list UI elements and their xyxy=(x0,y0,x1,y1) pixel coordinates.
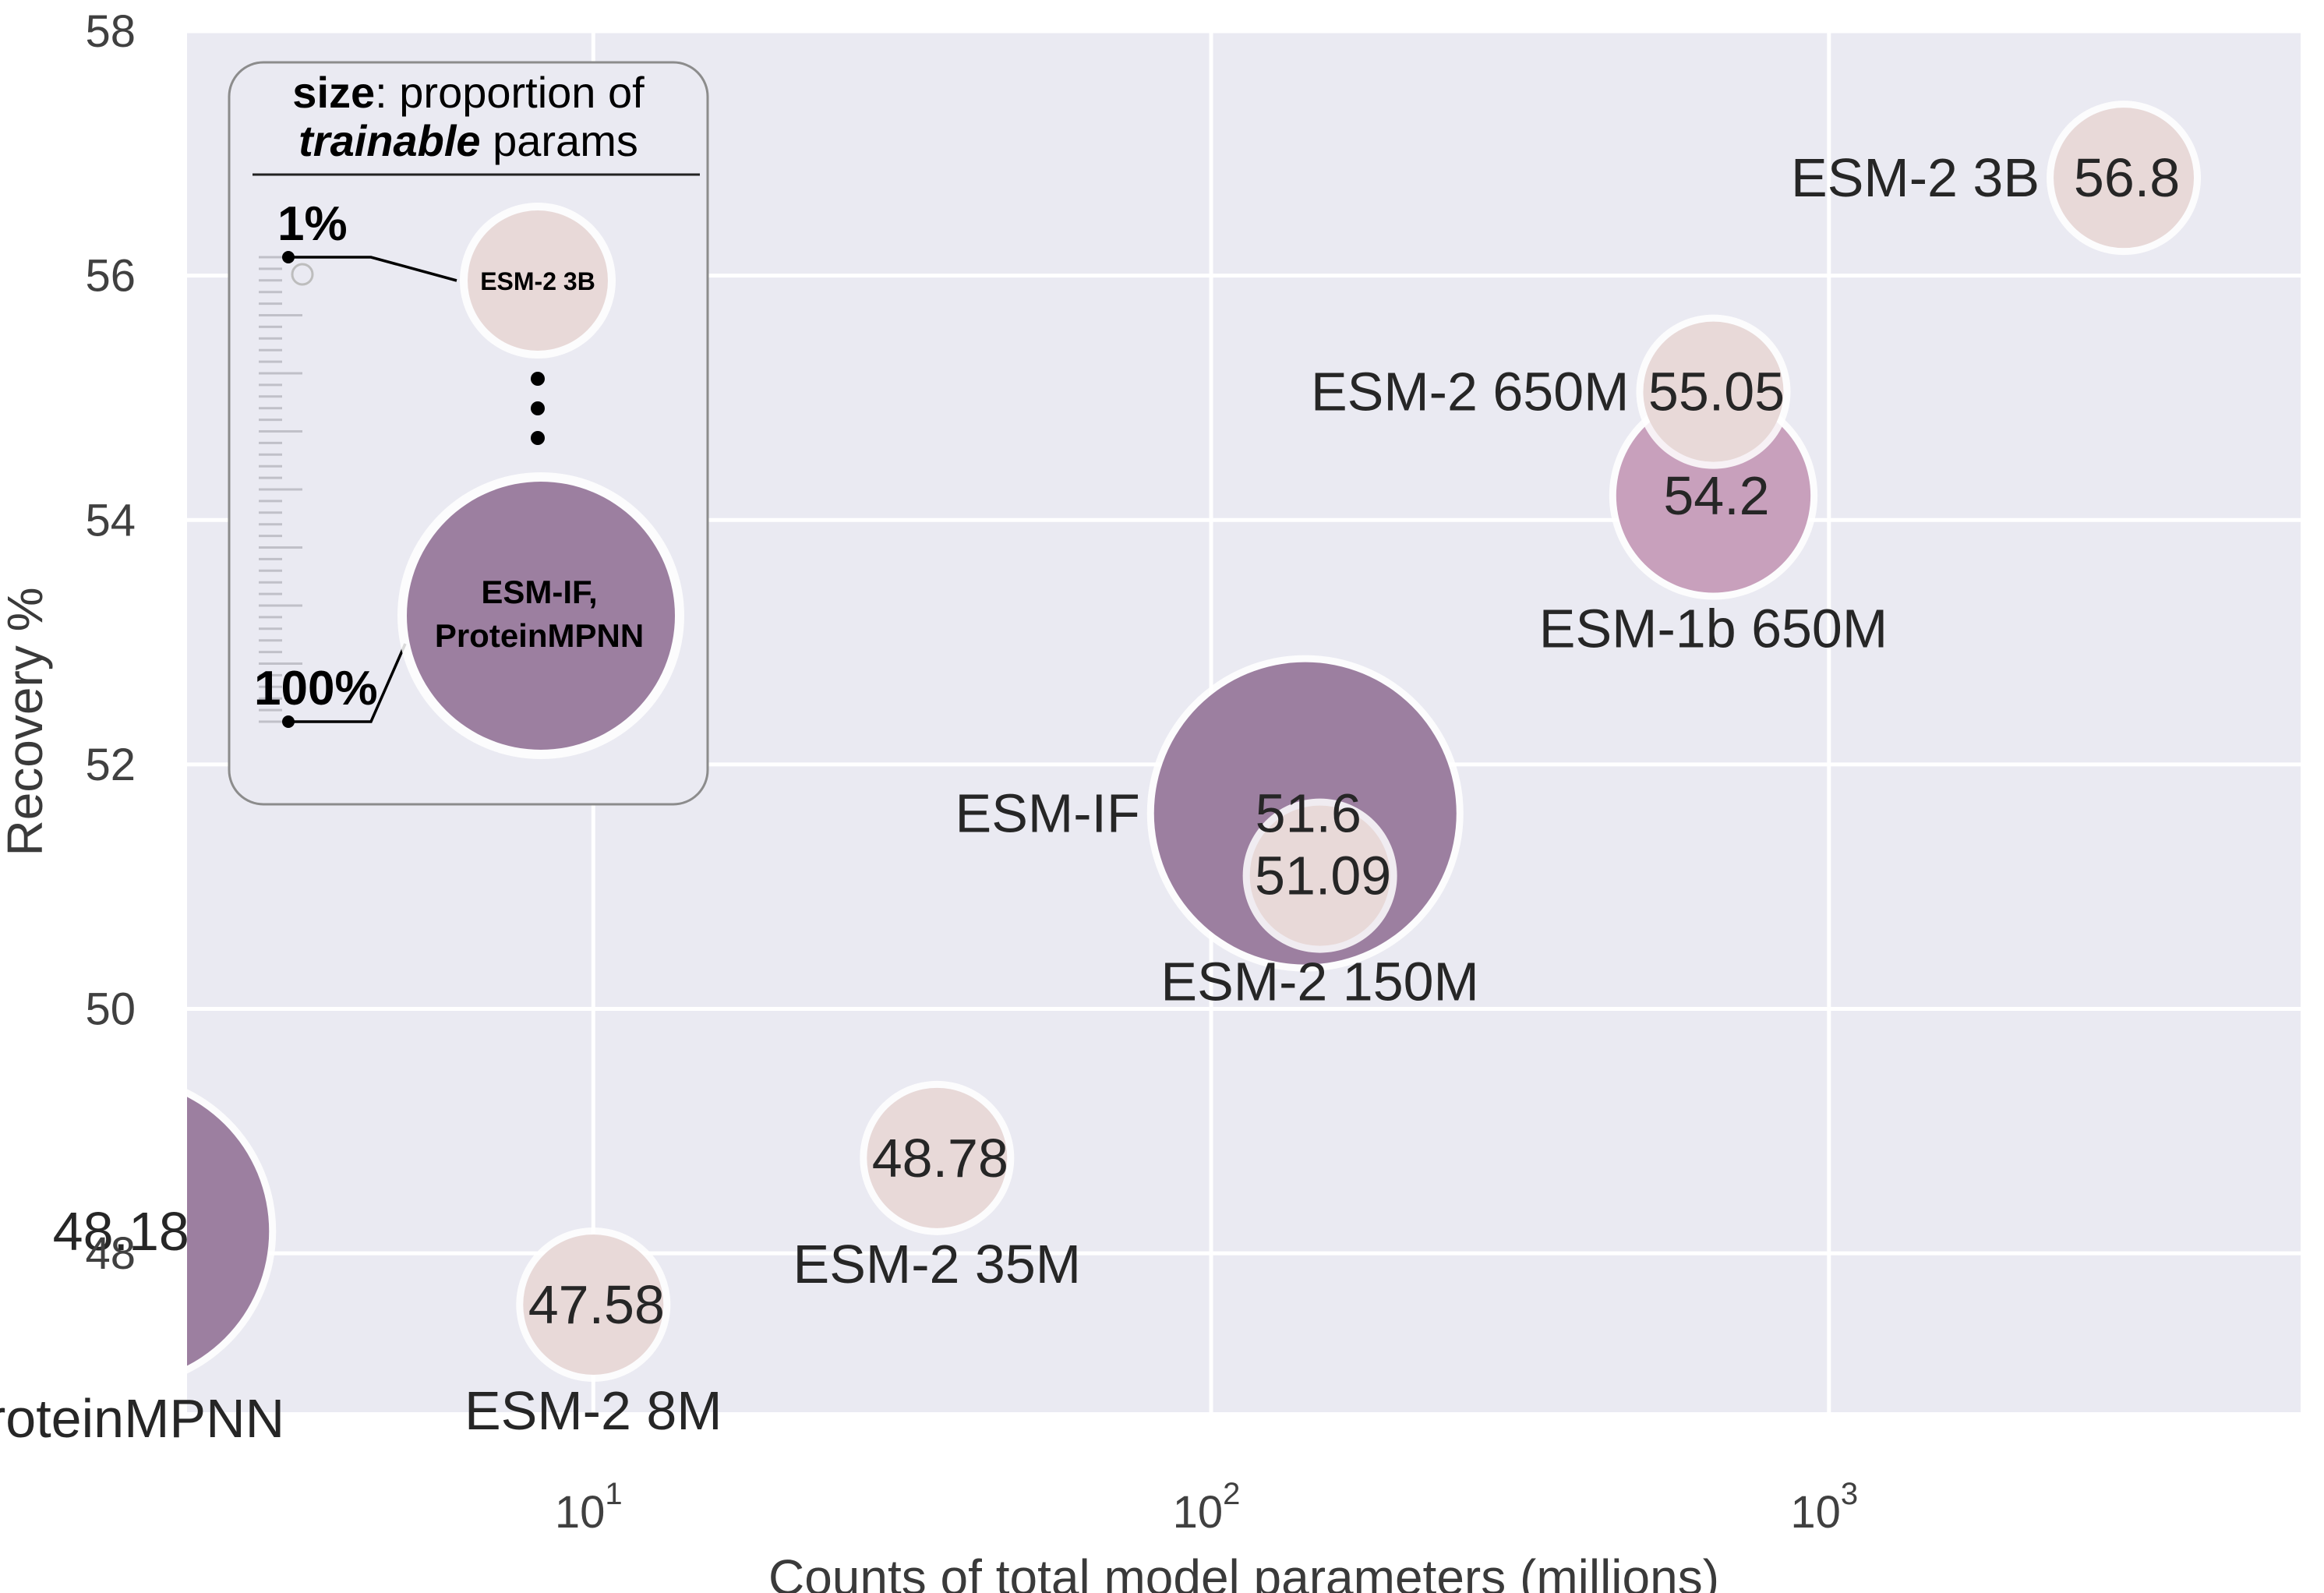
legend-title-line2: trainable params xyxy=(298,116,638,165)
legend-ellipsis-dot-1 xyxy=(531,372,545,386)
point-name-label: ESM-2 150M xyxy=(1160,952,1478,1012)
x-tick-base: 10 xyxy=(1790,1487,1841,1538)
point-name-label: ProteinMPNN xyxy=(0,1388,284,1449)
size-legend: size: proportion of trainable params 1% … xyxy=(228,61,709,806)
legend-title-params: params xyxy=(481,116,638,165)
bubble-proteinmpnn xyxy=(187,1097,270,1366)
point-name-label: ESM-IF xyxy=(955,783,1140,844)
value-label: 47.58 xyxy=(528,1274,665,1335)
legend-title-rest: : proportion of xyxy=(375,68,645,117)
bubble-esm-2-35m xyxy=(867,1087,1008,1228)
legend-min-label: 1% xyxy=(277,197,348,251)
y-tick-label: 52 xyxy=(85,740,136,790)
legend-title-italic: trainable xyxy=(298,116,480,165)
y-tick-label: 54 xyxy=(85,495,136,546)
y-axis-label: Recovery % xyxy=(0,588,53,857)
y-tick-label: 56 xyxy=(85,251,136,302)
y-tick-label: 48 xyxy=(85,1228,136,1279)
legend-small-bubble xyxy=(468,210,608,351)
legend-large-bubble-label-2: ProteinMPNN xyxy=(435,617,644,654)
x-tick-label: 103 xyxy=(1790,1477,1858,1538)
value-label: 51.6 xyxy=(1256,783,1362,844)
legend-large-bubble xyxy=(407,482,675,750)
x-tick-base: 10 xyxy=(555,1487,606,1538)
bubble-esm-2-8m xyxy=(523,1234,664,1376)
legend-ellipsis-dot-3 xyxy=(531,431,545,445)
point-name-label: ESM-2 3B xyxy=(1791,147,2040,208)
x-tick-label: 101 xyxy=(555,1477,623,1538)
bubbles xyxy=(187,101,2202,1383)
point-name-label: ESM-2 650M xyxy=(1311,362,1629,422)
value-label: 56.8 xyxy=(2074,147,2180,208)
value-label: 48.18 xyxy=(53,1201,189,1262)
point-name-label: ESM-2 8M xyxy=(464,1380,722,1441)
bubble-esm-2-3b xyxy=(2054,108,2195,249)
labels: 48.18 ProteinMPNN 47.58 ESM-2 8M 48.78 ESM-2 … xyxy=(0,147,2180,1449)
legend-title-line1: size: proportion of xyxy=(292,68,645,117)
legend-small-bubble-label: ESM-2 3B xyxy=(480,267,595,295)
bubble-esm-2-150m xyxy=(1249,805,1390,946)
legend-ellipsis-dot-2 xyxy=(531,401,545,415)
legend-scale-ticks xyxy=(259,256,302,723)
legend-max-label: 100% xyxy=(254,662,378,715)
x-tick-base: 10 xyxy=(1173,1487,1224,1538)
x-tick-exponent: 1 xyxy=(605,1477,622,1511)
y-tick-label: 50 xyxy=(85,984,136,1035)
point-name-label: ESM-1b 650M xyxy=(1539,599,1888,659)
x-tick-label: 102 xyxy=(1173,1477,1241,1538)
legend-large-bubble-label-1: ESM-IF, xyxy=(481,574,597,610)
legend-title-bold: size xyxy=(292,68,375,117)
value-label: 48.78 xyxy=(872,1128,1008,1189)
value-label: 54.2 xyxy=(1663,465,1769,526)
x-axis-label: Counts of total model parameters (millio… xyxy=(768,1549,1719,1593)
legend-min-connector xyxy=(288,256,457,282)
x-tick-exponent: 2 xyxy=(1223,1477,1240,1511)
x-tick-exponent: 3 xyxy=(1841,1477,1858,1511)
legend-max-connector xyxy=(288,643,407,723)
bubble-esm-2-650m xyxy=(1643,321,1784,462)
value-label: 55.05 xyxy=(1648,362,1785,422)
legend-small-marker xyxy=(291,263,314,286)
value-label: 51.09 xyxy=(1255,846,1391,906)
point-name-label: ESM-2 35M xyxy=(793,1234,1082,1295)
y-tick-label: 58 xyxy=(85,6,136,57)
